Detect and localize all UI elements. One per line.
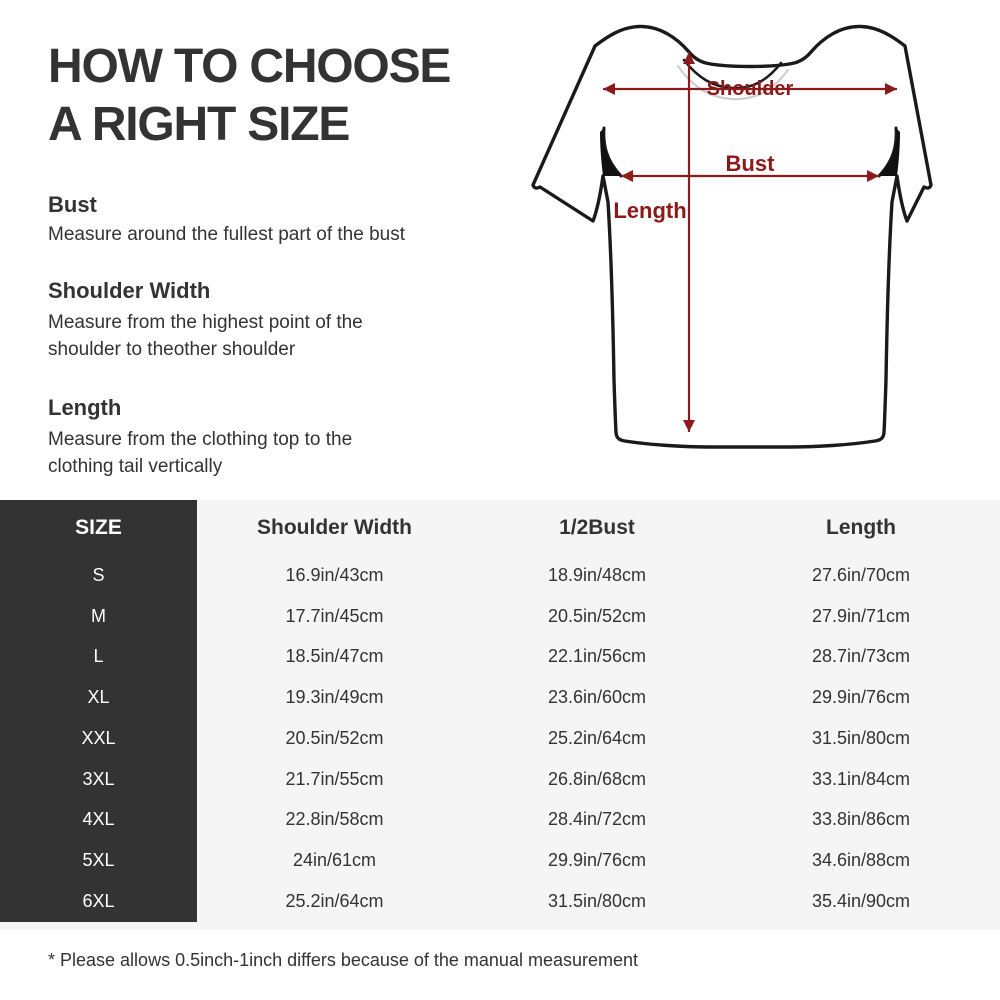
svg-text:Length: Length	[613, 198, 686, 223]
svg-text:Shoulder: Shoulder	[707, 78, 794, 100]
svg-text:Bust: Bust	[726, 151, 776, 176]
